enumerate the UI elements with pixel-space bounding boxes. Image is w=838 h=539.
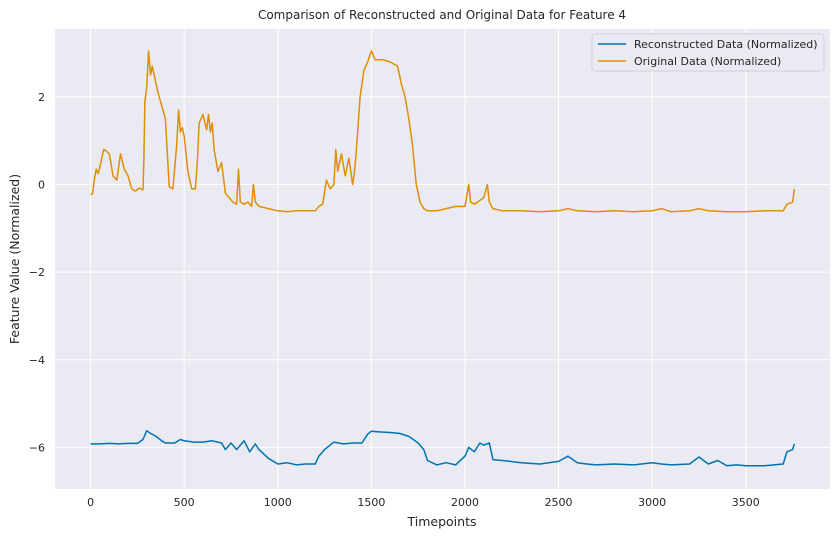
reconstructed-series-line <box>90 429 796 467</box>
plot-area <box>55 29 830 489</box>
x-tick-label: 2500 <box>545 496 573 509</box>
x-tick-label: 3000 <box>638 496 666 509</box>
y-tick-labels: −6 −4 −2 0 2 <box>29 91 45 454</box>
y-axis-title: Feature Value (Normalized) <box>7 174 22 344</box>
legend-label-reconstructed: Reconstructed Data (Normalized) <box>634 38 818 51</box>
original-series-line <box>90 50 796 213</box>
x-tick-labels: 0 500 1000 1500 2000 2500 3000 3500 <box>87 496 760 509</box>
y-tick-label: 0 <box>38 179 45 192</box>
x-tick-label: 1000 <box>264 496 292 509</box>
chart-title: Comparison of Reconstructed and Original… <box>258 8 626 22</box>
x-tick-label: 2000 <box>451 496 479 509</box>
x-tick-label: 1500 <box>357 496 385 509</box>
grid-lines <box>55 29 830 489</box>
series-layer <box>90 50 796 467</box>
x-tick-label: 500 <box>174 496 195 509</box>
legend-label-original: Original Data (Normalized) <box>634 55 781 68</box>
y-tick-label: −4 <box>29 354 45 367</box>
legend-box <box>591 33 825 72</box>
y-tick-label: −6 <box>29 441 45 454</box>
x-tick-label: 0 <box>87 496 94 509</box>
y-tick-label: 2 <box>38 91 45 104</box>
x-tick-label: 3500 <box>732 496 760 509</box>
legend: Reconstructed Data (Normalized) Original… <box>591 33 825 72</box>
y-tick-label: −2 <box>29 266 45 279</box>
x-axis-title: Timepoints <box>407 514 477 529</box>
